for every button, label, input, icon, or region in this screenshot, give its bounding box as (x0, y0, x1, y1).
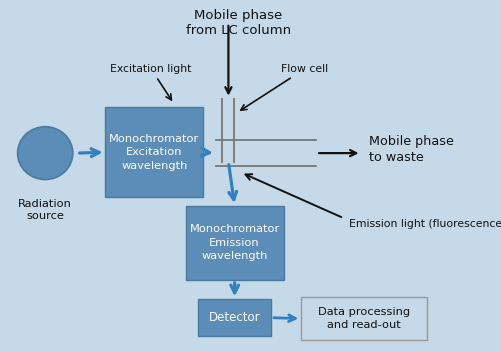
Text: Monochromator
Emission
wavelength: Monochromator Emission wavelength (189, 224, 279, 262)
Text: Mobile phase
to waste: Mobile phase to waste (368, 136, 453, 164)
Text: Radiation
source: Radiation source (18, 199, 72, 221)
FancyBboxPatch shape (105, 107, 203, 197)
Text: Monochromator
Excitation
wavelength: Monochromator Excitation wavelength (109, 134, 199, 171)
FancyBboxPatch shape (185, 206, 283, 280)
Text: Detector: Detector (208, 311, 260, 324)
FancyBboxPatch shape (198, 299, 271, 336)
Text: Excitation light: Excitation light (110, 64, 191, 100)
Text: Mobile phase
from LC column: Mobile phase from LC column (185, 9, 291, 37)
Text: Data processing
and read-out: Data processing and read-out (317, 307, 409, 331)
Ellipse shape (18, 127, 73, 180)
Text: Emission light (fluorescence): Emission light (fluorescence) (348, 219, 501, 228)
Text: Flow cell: Flow cell (240, 64, 328, 110)
FancyBboxPatch shape (301, 297, 426, 340)
